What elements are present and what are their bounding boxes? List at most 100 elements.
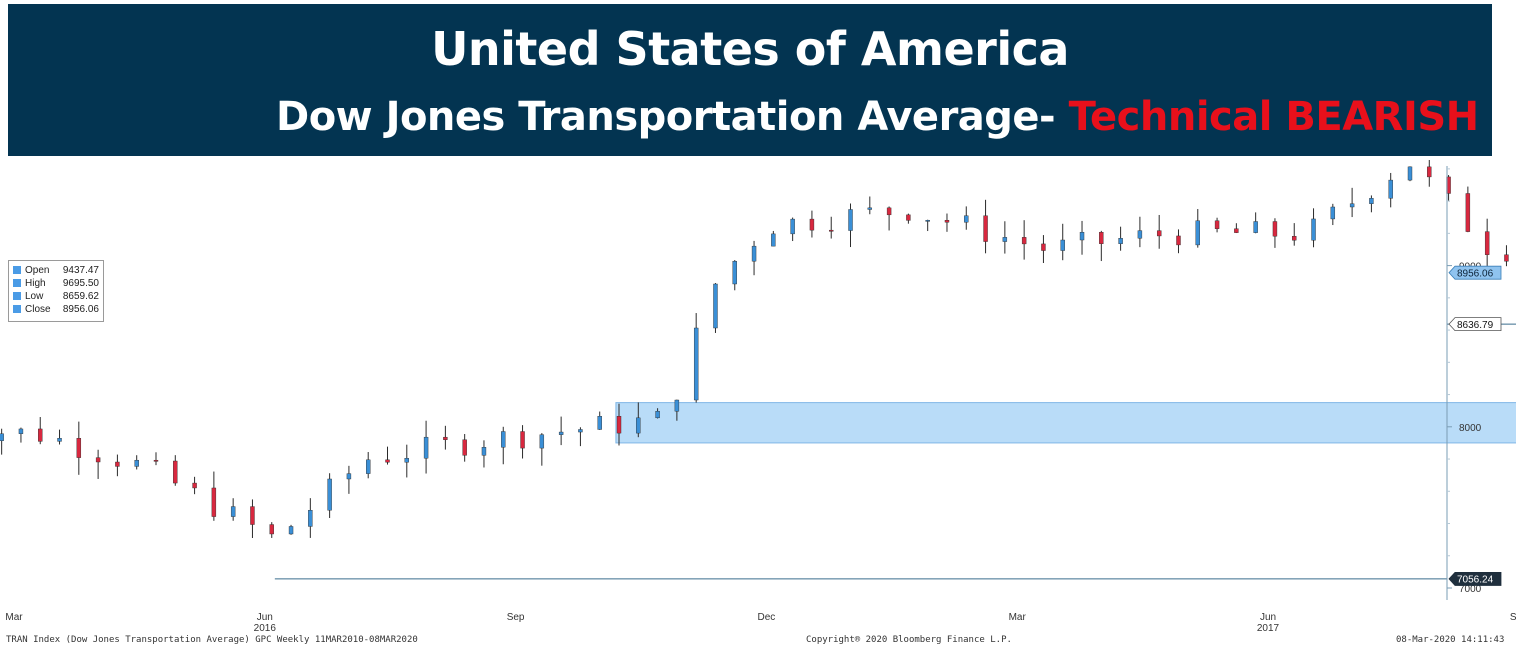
footer-timestamp: 08-Mar-2020 14:11:43 xyxy=(1396,635,1505,645)
ohlc-close: Close 8956.06 xyxy=(13,303,101,316)
price-tag-box xyxy=(1448,265,1502,280)
candle xyxy=(38,428,43,442)
y-tick-label: 7000 xyxy=(1459,584,1482,595)
candle xyxy=(1021,237,1027,245)
candle xyxy=(616,416,622,434)
axis-layer: 70008000900010000110001200011611.6511411… xyxy=(5,166,1516,632)
title-banner: United States of America Dow Jones Trans… xyxy=(8,4,1492,156)
candle xyxy=(0,433,4,441)
ohlc-legend: Open 9437.47 High 9695.50 Low 8659.62 Close… xyxy=(8,260,104,322)
candle xyxy=(1079,231,1085,241)
candle xyxy=(76,438,82,458)
candle xyxy=(288,526,294,535)
price-tag-box xyxy=(1448,317,1502,332)
y-tick-label: 8000 xyxy=(1459,423,1482,434)
candle xyxy=(693,327,699,401)
candlestick-chart: 70008000900010000110001200011611.6511411… xyxy=(0,160,1516,632)
candle xyxy=(153,459,159,462)
page-title: United States of America xyxy=(431,22,1069,76)
candle xyxy=(906,214,911,221)
candle xyxy=(1427,166,1432,178)
candle xyxy=(674,399,680,412)
candle xyxy=(1330,206,1336,220)
candle xyxy=(481,447,487,456)
candle xyxy=(250,506,255,525)
lines-layer xyxy=(274,323,1516,580)
candle xyxy=(1002,237,1008,242)
candle xyxy=(115,461,120,467)
candle xyxy=(1311,218,1316,241)
candle xyxy=(501,431,506,448)
x-tick-label: Mar xyxy=(5,612,23,623)
candle xyxy=(443,436,448,440)
candle xyxy=(1292,236,1297,241)
candle xyxy=(327,478,332,511)
candle xyxy=(211,487,217,517)
candle xyxy=(1118,238,1123,244)
candle xyxy=(1234,228,1239,233)
candle xyxy=(964,215,969,223)
candles-layer xyxy=(0,160,1509,538)
candle xyxy=(1060,239,1065,251)
candle xyxy=(269,524,274,535)
candle xyxy=(1137,230,1143,239)
price-tag-box xyxy=(1448,572,1502,586)
candle xyxy=(1388,179,1393,199)
x-tick-label: Sep xyxy=(507,612,525,623)
candle xyxy=(308,510,313,527)
footer-copyright: Copyright® 2020 Bloomberg Finance L.P. xyxy=(806,635,1012,645)
candle xyxy=(636,417,641,434)
candle xyxy=(1504,254,1509,262)
candle xyxy=(18,428,24,434)
candle xyxy=(1407,166,1413,181)
candle xyxy=(366,459,371,474)
candle xyxy=(1099,231,1104,244)
candle xyxy=(713,283,718,329)
candle xyxy=(655,410,660,419)
candle xyxy=(829,229,834,232)
candle xyxy=(1041,243,1046,251)
ohlc-low: Low 8659.62 xyxy=(13,290,101,303)
candle xyxy=(1484,231,1490,255)
candle xyxy=(539,434,545,449)
candle xyxy=(173,460,178,484)
candle xyxy=(1465,193,1471,232)
zone-1 xyxy=(615,402,1516,444)
candle xyxy=(771,233,776,247)
candle xyxy=(886,207,892,216)
candle xyxy=(1272,221,1278,237)
candle xyxy=(751,245,757,262)
ohlc-high: High 9695.50 xyxy=(13,277,101,290)
candle xyxy=(230,506,236,517)
candle xyxy=(925,220,930,222)
candle xyxy=(1369,198,1374,204)
x-year-label: 2017 xyxy=(1257,623,1280,632)
candle xyxy=(404,458,409,463)
candle xyxy=(790,218,795,235)
ohlc-open: Open 9437.47 xyxy=(13,264,101,277)
bearish-tag: Technical BEARISH xyxy=(1068,94,1480,140)
candle xyxy=(867,207,873,210)
candle xyxy=(1253,221,1258,233)
candle xyxy=(520,431,525,449)
price-tag-label: 8636.79 xyxy=(1457,320,1494,331)
candle xyxy=(423,436,429,459)
candle xyxy=(558,431,564,435)
subtitle-main: Dow Jones Transportation Average- xyxy=(276,94,1069,140)
candle xyxy=(848,209,853,231)
candle xyxy=(732,260,737,285)
x-tick-label: Dec xyxy=(758,612,776,623)
candle xyxy=(1349,203,1355,208)
x-tick-label: Sep xyxy=(1510,612,1516,623)
candle xyxy=(809,218,815,231)
candle xyxy=(1176,235,1181,246)
candle xyxy=(944,220,950,223)
candle xyxy=(462,439,467,456)
zones-layer xyxy=(615,402,1516,444)
x-tick-label: Jun xyxy=(257,612,273,623)
footer-source: TRAN Index (Dow Jones Transportation Ave… xyxy=(6,635,418,645)
x-tick-label: Jun xyxy=(1260,612,1276,623)
x-tick-label: Mar xyxy=(1009,612,1027,623)
candle xyxy=(597,416,602,430)
price-tag-label: 8956.06 xyxy=(1457,268,1494,279)
